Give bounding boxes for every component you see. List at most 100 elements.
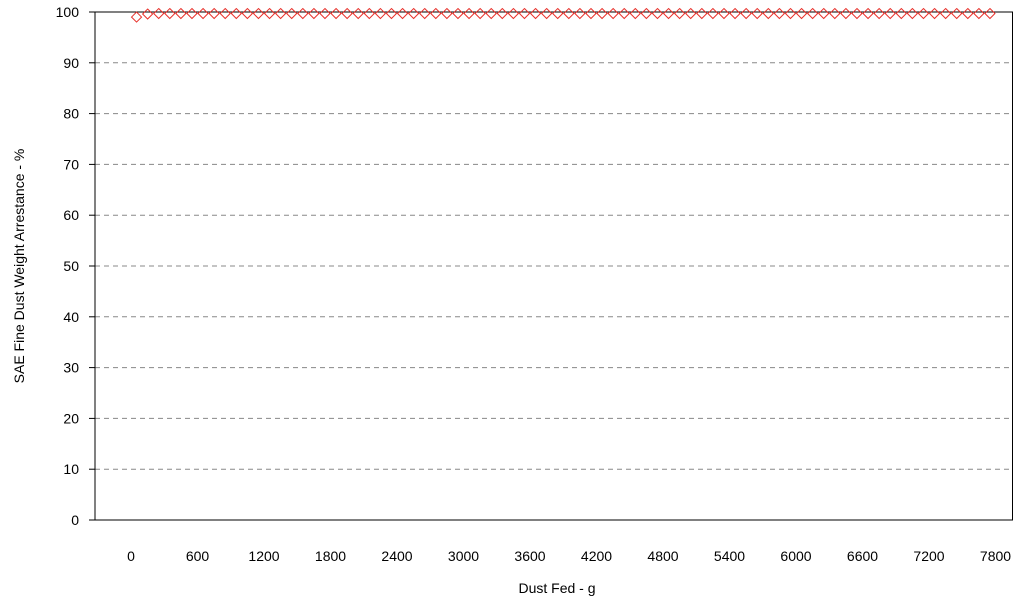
data-point xyxy=(330,7,342,20)
data-point xyxy=(407,7,420,20)
grid-lines xyxy=(95,11,1013,520)
data-point xyxy=(862,7,874,20)
data-point xyxy=(297,7,309,20)
data-point xyxy=(884,7,896,20)
data-point xyxy=(385,7,398,20)
data-point xyxy=(696,7,708,20)
data-point xyxy=(441,7,453,20)
data-point xyxy=(430,7,442,20)
data-point xyxy=(640,7,653,20)
data-point xyxy=(352,7,364,20)
x-tick-label: 0 xyxy=(127,548,135,564)
data-point xyxy=(374,7,387,20)
data-point xyxy=(419,7,431,20)
data-point xyxy=(751,7,763,20)
data-point xyxy=(252,7,265,20)
data-point xyxy=(806,7,819,20)
data-point xyxy=(529,7,542,20)
y-tick-label: 50 xyxy=(63,258,79,274)
data-point xyxy=(208,7,220,20)
data-point xyxy=(939,7,952,20)
data-point xyxy=(596,7,608,20)
data-point xyxy=(651,7,664,20)
data-point xyxy=(762,7,774,20)
y-tick-label: 90 xyxy=(63,55,79,71)
data-point xyxy=(463,7,475,20)
data-point xyxy=(474,7,486,20)
data-point xyxy=(186,7,198,20)
data-point xyxy=(452,7,464,20)
data-point xyxy=(507,7,520,20)
data-point xyxy=(962,7,974,20)
data-point xyxy=(729,7,741,20)
x-tick-labels: 0 600 1200 1800 2400 3000 3600 4200 4800 5400 6000… xyxy=(127,548,1011,564)
y-tick-label: 40 xyxy=(63,309,79,325)
x-tick-label: 2400 xyxy=(381,548,412,564)
data-point xyxy=(973,7,985,20)
data-point xyxy=(153,7,165,20)
data-point xyxy=(917,7,930,20)
y-tick-label: 30 xyxy=(63,360,79,376)
data-point xyxy=(552,7,564,20)
data-point xyxy=(718,7,730,20)
data-point xyxy=(984,7,996,20)
y-tick-label: 100 xyxy=(56,4,80,20)
data-point xyxy=(707,7,719,20)
data-point xyxy=(618,7,630,20)
data-point xyxy=(873,7,885,20)
x-tick-label: 7200 xyxy=(913,548,944,564)
data-point xyxy=(164,7,176,20)
data-point xyxy=(130,11,143,23)
data-point xyxy=(219,7,231,20)
x-tick-label: 3000 xyxy=(448,548,479,564)
x-tick-label: 1800 xyxy=(315,548,346,564)
data-point xyxy=(197,7,209,20)
data-point xyxy=(607,7,619,20)
data-point xyxy=(795,7,808,20)
data-point xyxy=(818,7,830,20)
y-tick-label: 60 xyxy=(63,207,79,223)
data-point xyxy=(574,7,586,20)
data-point xyxy=(308,7,320,20)
data-point xyxy=(629,7,641,20)
data-point xyxy=(662,7,675,20)
data-point xyxy=(230,7,242,20)
data-point xyxy=(773,7,786,20)
y-tick-label: 80 xyxy=(63,106,79,122)
data-point xyxy=(319,7,331,20)
data-point xyxy=(141,8,154,20)
data-point xyxy=(540,7,553,20)
data-point xyxy=(496,7,508,20)
x-axis-label: Dust Fed - g xyxy=(518,580,595,596)
data-point xyxy=(673,7,686,20)
data-point xyxy=(685,7,697,20)
data-point xyxy=(840,7,852,20)
data-point xyxy=(563,7,575,20)
y-tick-label: 10 xyxy=(63,461,79,477)
data-point xyxy=(906,7,919,20)
data-point xyxy=(829,7,841,20)
data-point xyxy=(784,7,797,20)
data-points xyxy=(130,7,996,23)
data-point xyxy=(585,7,597,20)
data-point xyxy=(740,7,752,20)
data-point xyxy=(241,7,254,20)
y-tick-label: 70 xyxy=(63,156,79,172)
x-tick-label: 1200 xyxy=(248,548,279,564)
x-tick-label: 6000 xyxy=(780,548,811,564)
data-point xyxy=(518,7,531,20)
x-tick-label: 4800 xyxy=(647,548,678,564)
y-axis-label: SAE Fine Dust Weight Arrestance - % xyxy=(11,149,27,384)
y-tick-labels: 0 10 20 30 40 50 60 70 80 90 100 xyxy=(56,4,95,528)
x-tick-label: 6600 xyxy=(847,548,878,564)
data-point xyxy=(951,7,963,20)
x-tick-label: 600 xyxy=(186,548,210,564)
x-tick-label: 7800 xyxy=(980,548,1011,564)
x-tick-label: 3600 xyxy=(514,548,545,564)
data-point xyxy=(396,7,409,20)
data-point xyxy=(175,7,187,20)
data-point xyxy=(263,7,276,20)
data-point xyxy=(928,7,941,20)
x-tick-label: 5400 xyxy=(714,548,745,564)
